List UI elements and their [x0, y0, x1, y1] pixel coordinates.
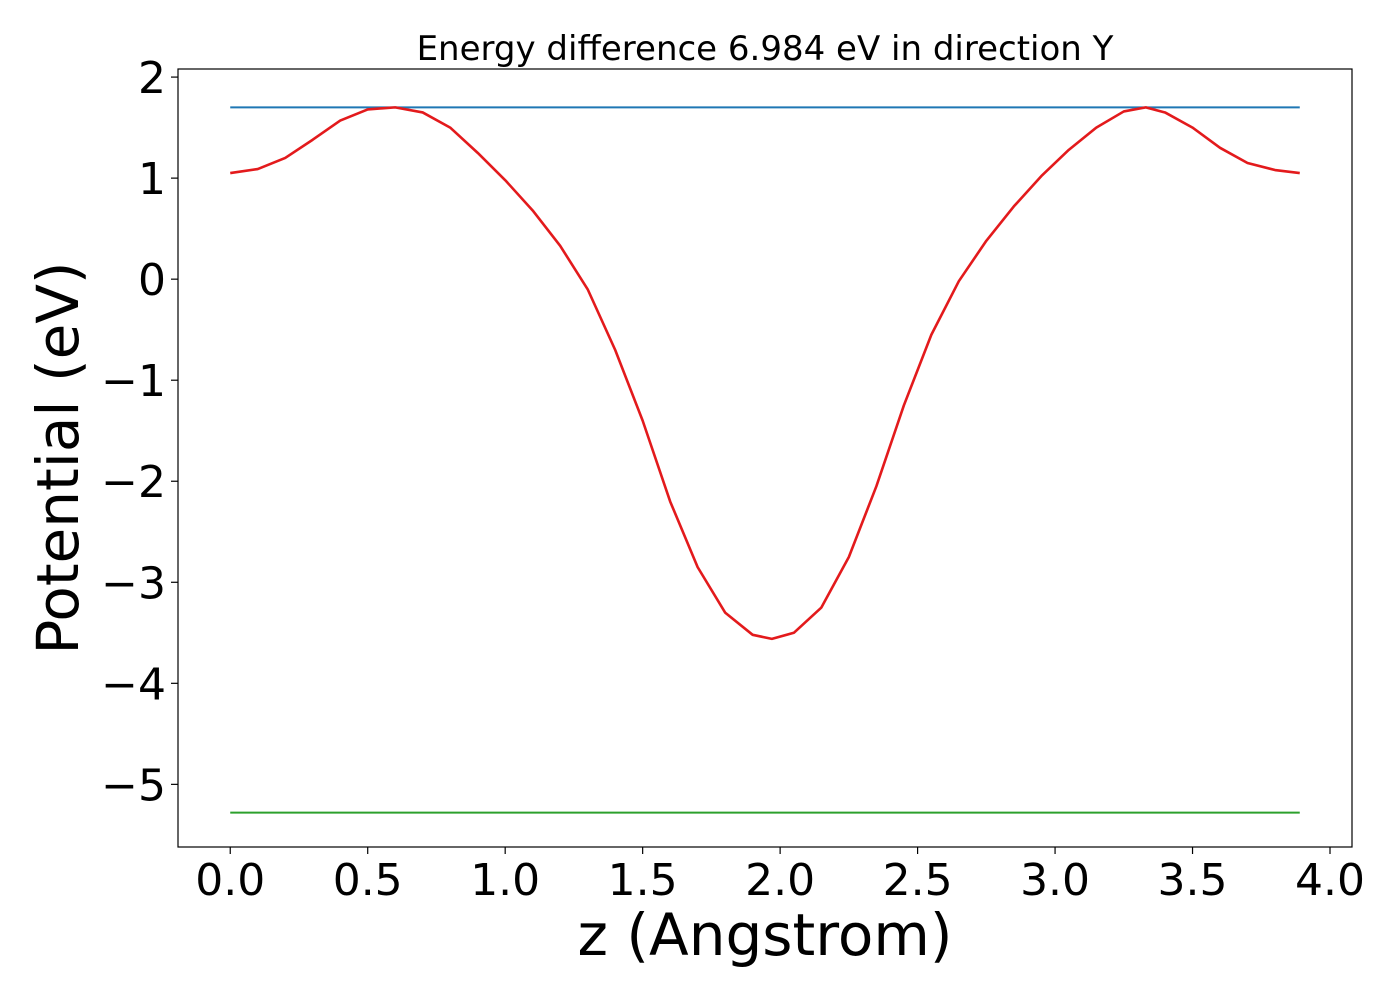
x-tick-label: 1.5: [608, 855, 678, 906]
y-axis-ticks: 2 1 0 −1 −2 −3 −4 −5: [101, 53, 178, 811]
y-tick-label: −4: [101, 659, 166, 710]
x-tick-label: 2.5: [883, 855, 953, 906]
series-layer: [230, 106, 1300, 814]
x-tick-label: 0.0: [195, 855, 265, 906]
y-axis-label: Potential (eV): [24, 261, 92, 654]
y-tick-label: 0: [138, 255, 166, 306]
y-tick-label: 1: [138, 154, 166, 205]
y-tick-label: −3: [101, 558, 166, 609]
x-tick-label: 0.5: [333, 855, 403, 906]
x-axis-ticks: 0.0 0.5 1.0 1.5 2.0 2.5 3.0 3.5 4.0: [195, 847, 1365, 906]
x-axis-label: z (Angstrom): [578, 901, 953, 969]
y-tick-label: −5: [101, 760, 166, 811]
chart-title: Energy difference 6.984 eV in direction …: [417, 29, 1114, 69]
x-tick-label: 3.5: [1158, 855, 1228, 906]
y-tick-label: −1: [101, 356, 166, 407]
x-tick-label: 3.0: [1020, 855, 1090, 906]
x-tick-label: 1.0: [470, 855, 540, 906]
y-tick-label: 2: [138, 53, 166, 104]
series-line-3: [230, 106, 1300, 641]
x-tick-label: 2.0: [745, 855, 815, 906]
x-tick-label: 4.0: [1295, 855, 1365, 906]
plot-frame: [177, 68, 1353, 848]
y-tick-label: −2: [101, 457, 166, 508]
